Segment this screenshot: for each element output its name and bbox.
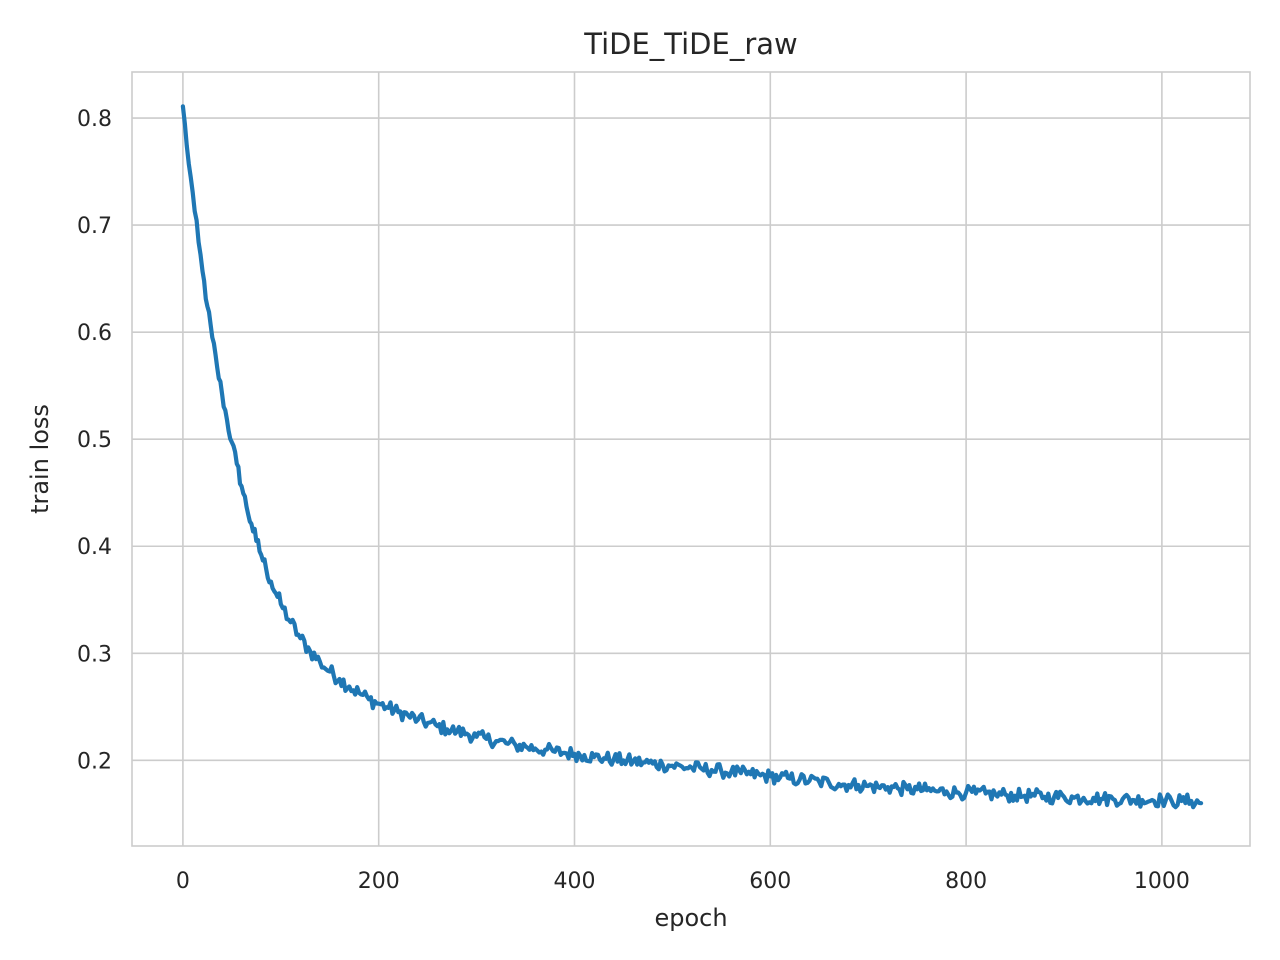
y-tick-label: 0.7: [77, 214, 112, 239]
y-tick-label: 0.3: [77, 642, 112, 667]
y-tick-label: 0.6: [77, 321, 112, 346]
series-layer: [180, 104, 1204, 810]
x-tick-label: 600: [749, 869, 791, 894]
y-gridlines: [132, 117, 1250, 762]
y-tick-label: 0.5: [77, 428, 112, 453]
y-tick-label: 0.8: [77, 107, 112, 132]
x-axis-label: epoch: [654, 904, 727, 932]
plot-frame: [131, 71, 1251, 847]
y-tick-labels: 0.2 0.3 0.4 0.5 0.6 0.7 0.8: [77, 107, 112, 774]
x-tick-label: 1000: [1134, 869, 1190, 894]
y-axis-label: train loss: [26, 404, 54, 514]
x-tick-label: 400: [554, 869, 596, 894]
y-tick-label: 0.4: [77, 535, 112, 560]
x-tick-labels: 0 200 400 600 800 1000: [176, 869, 1190, 894]
train-loss-line: [180, 104, 1204, 810]
y-tick-label: 0.2: [77, 749, 112, 774]
chart-title: TiDE_TiDE_raw: [583, 27, 797, 61]
x-tick-label: 200: [358, 869, 400, 894]
x-tick-label: 0: [176, 869, 190, 894]
x-tick-label: 800: [945, 869, 987, 894]
x-gridlines: [182, 72, 1163, 846]
